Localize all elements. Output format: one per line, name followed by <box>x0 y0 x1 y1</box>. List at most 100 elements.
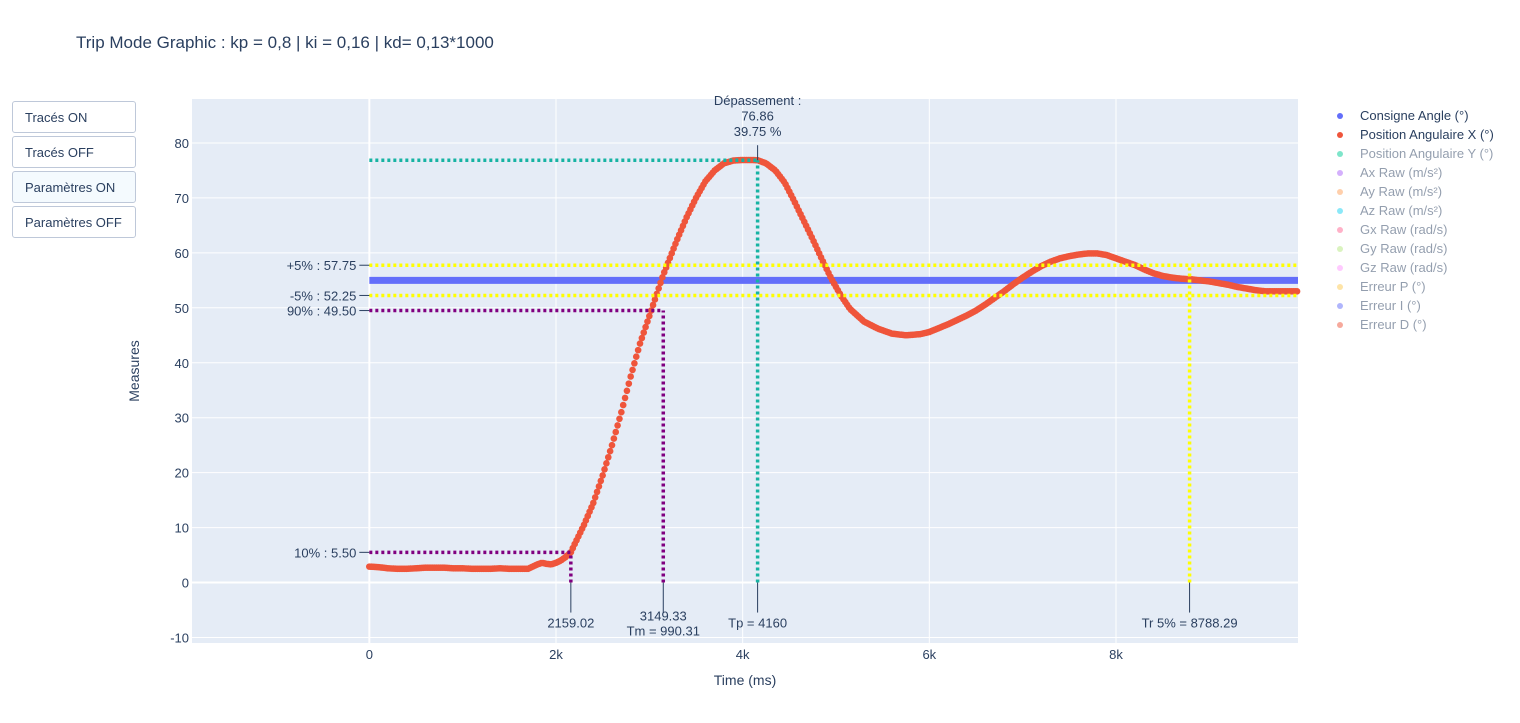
legend-item[interactable]: Ay Raw (m/s²) <box>1332 182 1494 201</box>
position-x-point <box>631 360 638 367</box>
x-tick-label: 0 <box>366 647 373 662</box>
legend-marker-icon <box>1337 169 1343 176</box>
legend-item[interactable]: Gz Raw (rad/s) <box>1332 258 1494 277</box>
h-reference-label: 90% : 49.50 <box>287 304 356 319</box>
y-tick-label: 60 <box>175 246 189 261</box>
legend-label: Erreur P (°) <box>1360 279 1426 294</box>
legend-item[interactable]: Az Raw (m/s²) <box>1332 201 1494 220</box>
legend-label: Gx Raw (rad/s) <box>1360 222 1448 237</box>
overshoot-label: 76.86 <box>741 109 774 124</box>
position-x-point <box>1293 288 1301 295</box>
y-tick-label: 10 <box>175 521 189 536</box>
position-x-point <box>649 301 657 309</box>
position-x-point <box>657 279 664 287</box>
v-reference-label: 2159.02 <box>547 616 594 631</box>
v-reference-label: Tr 5% = 8788.29 <box>1142 616 1238 631</box>
position-x-point <box>599 472 606 479</box>
legend-item[interactable]: Gx Raw (rad/s) <box>1332 220 1494 239</box>
legend-label: Ay Raw (m/s²) <box>1360 184 1443 199</box>
position-x-point <box>629 366 636 374</box>
position-x-point <box>642 323 649 331</box>
position-x-point <box>604 453 612 461</box>
position-x-point <box>619 401 627 409</box>
y-axis-ticks: -10 0 10 20 30 40 50 60 70 80 <box>170 136 189 646</box>
position-x-point <box>610 435 618 442</box>
position-x-point <box>595 483 603 490</box>
position-x-point <box>608 441 616 449</box>
legend-marker-icon <box>1337 207 1343 214</box>
v-reference-label: Tm = 990.31 <box>627 624 700 639</box>
x-tick-label: 6k <box>922 647 936 662</box>
overshoot-label: Dépassement : <box>714 93 801 108</box>
x-tick-label: 8k <box>1109 647 1123 662</box>
v-reference-label: Tp = 4160 <box>728 616 787 631</box>
gridlines <box>192 99 1298 643</box>
position-x-point <box>618 408 625 416</box>
parametres-on-button[interactable]: Paramètres ON <box>12 171 136 203</box>
x-axis-ticks: 0 2k 4k 6k 8k <box>366 647 1124 662</box>
position-x-point <box>601 466 608 473</box>
position-x-point <box>612 428 620 436</box>
position-x-point <box>646 312 653 320</box>
h-reference-label: 10% : 5.50 <box>294 545 356 560</box>
overshoot-label: 39.75 % <box>734 124 782 139</box>
legend-marker-icon <box>1337 131 1343 138</box>
position-x-point <box>625 380 633 387</box>
legend-marker-icon <box>1337 226 1343 233</box>
position-x-point <box>634 346 642 354</box>
legend: Consigne Angle (°) Position Angulaire X (… <box>1332 106 1494 334</box>
legend-label: Consigne Angle (°) <box>1360 108 1469 123</box>
position-x-point <box>636 340 644 347</box>
legend-label: Position Angulaire X (°) <box>1360 127 1494 142</box>
y-tick-label: 40 <box>175 356 189 371</box>
y-tick-label: 30 <box>175 411 189 426</box>
h-reference-label: +5% : 57.75 <box>287 258 357 273</box>
legend-marker-icon <box>1337 112 1343 119</box>
position-x-point <box>638 334 646 342</box>
h-reference-label: -5% : 52.25 <box>290 288 357 303</box>
parametres-off-button[interactable]: Paramètres OFF <box>12 206 136 238</box>
plot-area[interactable] <box>192 99 1298 643</box>
legend-label: Position Angulaire Y (°) <box>1360 146 1494 161</box>
x-tick-label: 2k <box>549 647 563 662</box>
legend-marker-icon <box>1337 245 1343 252</box>
page-title: Trip Mode Graphic : kp = 0,8 | ki = 0,16… <box>76 33 494 52</box>
legend-item[interactable]: Gy Raw (rad/s) <box>1332 239 1494 258</box>
position-x-point <box>623 387 631 395</box>
position-x-point <box>644 318 651 325</box>
legend-item[interactable]: Erreur D (°) <box>1332 315 1494 334</box>
x-tick-label: 4k <box>736 647 750 662</box>
legend-item[interactable]: Ax Raw (m/s²) <box>1332 163 1494 182</box>
y-tick-label: 70 <box>175 191 189 206</box>
x-axis-label: Time (ms) <box>714 672 776 688</box>
traces-off-button[interactable]: Tracés OFF <box>12 136 136 168</box>
position-x-point <box>632 353 640 361</box>
legend-item[interactable]: Erreur P (°) <box>1332 277 1494 296</box>
y-tick-label: 20 <box>175 466 189 481</box>
traces-on-button[interactable]: Tracés ON <box>12 101 136 133</box>
legend-marker-icon <box>1337 283 1343 290</box>
legend-label: Erreur I (°) <box>1360 298 1421 313</box>
legend-marker-icon <box>1337 150 1343 157</box>
y-tick-label: 0 <box>182 576 189 591</box>
y-tick-label: 50 <box>175 301 189 316</box>
legend-item[interactable]: Erreur I (°) <box>1332 296 1494 315</box>
legend-item[interactable]: Position Angulaire Y (°) <box>1332 144 1494 163</box>
y-tick-label: -10 <box>170 631 189 646</box>
position-x-point <box>621 394 629 402</box>
legend-label: Ax Raw (m/s²) <box>1360 165 1443 180</box>
position-x-point <box>590 499 597 507</box>
position-x-point <box>597 477 605 485</box>
legend-item[interactable]: Consigne Angle (°) <box>1332 106 1494 125</box>
legend-item[interactable]: Position Angulaire X (°) <box>1332 125 1494 144</box>
position-x-point <box>603 460 610 467</box>
legend-label: Gz Raw (rad/s) <box>1360 260 1448 275</box>
y-axis-label: Measures <box>126 340 142 401</box>
v-reference-label: 3149.33 <box>640 609 687 624</box>
legend-marker-icon <box>1337 188 1343 195</box>
position-x-point <box>659 274 666 281</box>
position-x-point <box>616 415 623 423</box>
